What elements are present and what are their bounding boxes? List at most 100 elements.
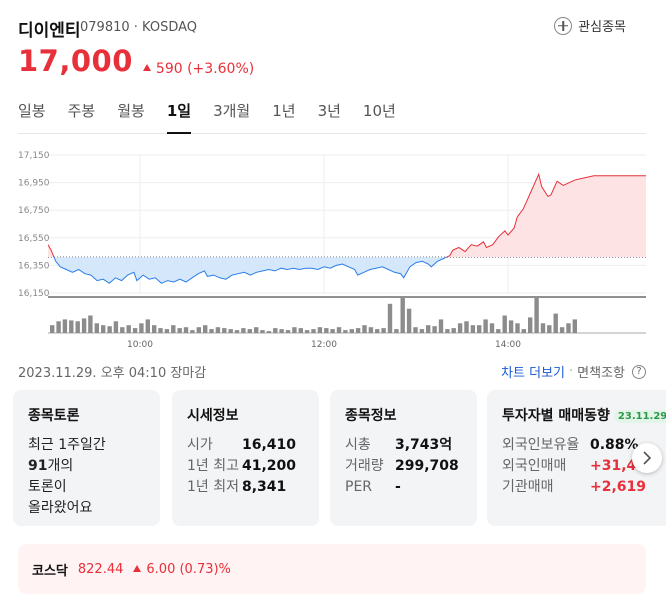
volume-bar bbox=[394, 329, 399, 333]
volume-bar bbox=[158, 328, 163, 333]
volume-bar bbox=[445, 329, 450, 333]
volume-bar bbox=[50, 325, 55, 333]
tab-4[interactable]: 3개월 bbox=[213, 102, 251, 120]
volume-bar bbox=[304, 330, 310, 333]
tab-2[interactable]: 월봉 bbox=[117, 102, 145, 120]
volume-bar bbox=[355, 328, 361, 333]
volume-bar bbox=[234, 330, 240, 333]
volume-bar bbox=[126, 325, 131, 333]
price-line-down bbox=[53, 257, 448, 284]
price-row: 17,000 590 (+3.60%) bbox=[18, 44, 254, 80]
discussion-card[interactable]: 종목토론 최근 1주일간 91개의 토론이 올라왔어요 bbox=[13, 390, 160, 526]
price-line-up bbox=[48, 172, 646, 258]
quote-value: 8,341 bbox=[242, 479, 287, 495]
volume-bar bbox=[190, 330, 195, 333]
chevron-right-icon bbox=[643, 451, 652, 465]
tab-6[interactable]: 3년 bbox=[317, 102, 341, 120]
volume-bar bbox=[464, 321, 469, 333]
period-tabs: 일봉 주봉 월봉 1일 3개월 1년 3년 10년 bbox=[18, 96, 646, 134]
x-tick-label: 10:00 bbox=[127, 340, 153, 350]
help-icon[interactable]: ? bbox=[632, 364, 646, 379]
investor-key: 외국인매매 bbox=[502, 458, 567, 474]
y-tick-label: 17,150 bbox=[18, 151, 50, 161]
volume-bar bbox=[196, 327, 201, 333]
info-value: 3,743억 bbox=[395, 437, 453, 453]
info-key: 시총 bbox=[345, 437, 371, 453]
info-row-volume: 거래량 299,708 bbox=[345, 456, 462, 477]
volume-bar bbox=[419, 329, 425, 333]
investor-row-foreign-trade: 외국인매매 +31,4 bbox=[502, 456, 662, 477]
tab-7[interactable]: 10년 bbox=[362, 102, 396, 120]
add-watchlist-button[interactable]: 관심종목 bbox=[554, 16, 626, 35]
volume-bar bbox=[254, 327, 259, 333]
investor-value: 0.88% bbox=[590, 437, 639, 453]
next-cards-button[interactable] bbox=[632, 443, 662, 473]
up-triangle-icon bbox=[142, 64, 151, 71]
volume-bar bbox=[381, 328, 386, 333]
quote-card[interactable]: 시세정보 시가 16,410 1년 최고 41,200 1년 최저 8,341 bbox=[172, 390, 319, 526]
volume-bar bbox=[343, 330, 348, 333]
volume-bar bbox=[438, 319, 444, 333]
investor-trend-title: 투자자별 매매동향 bbox=[502, 408, 610, 424]
volume-bar bbox=[496, 329, 501, 333]
volume-bar bbox=[324, 328, 329, 333]
kosdaq-index-bar[interactable]: 코스닥 822.44 6.00 (0.73)% bbox=[18, 544, 646, 594]
quote-row-low: 1년 최저 8,341 bbox=[187, 477, 304, 498]
index-change: 6.00 (0.73)% bbox=[133, 562, 231, 577]
quote-row-open: 시가 16,410 bbox=[187, 435, 304, 456]
volume-bar bbox=[101, 325, 106, 333]
stock-info-title: 종목정보 bbox=[345, 408, 397, 424]
volume-bar bbox=[559, 327, 565, 333]
up-triangle-icon bbox=[133, 564, 142, 572]
volume-bar bbox=[451, 328, 456, 333]
volume-bar bbox=[56, 321, 61, 333]
tab-5[interactable]: 1년 bbox=[272, 102, 296, 120]
volume-bar bbox=[528, 317, 533, 333]
info-value: 299,708 bbox=[395, 458, 459, 474]
volume-bar bbox=[502, 315, 507, 333]
quote-key: 1년 최고 bbox=[187, 458, 239, 474]
volume-bar bbox=[540, 323, 546, 333]
volume-bar bbox=[432, 326, 437, 333]
volume-bar bbox=[171, 325, 176, 333]
investor-key: 기관매매 bbox=[502, 479, 554, 495]
quote-row-high: 1년 최고 41,200 bbox=[187, 456, 304, 477]
volume-bar bbox=[228, 329, 233, 333]
volume-bar bbox=[292, 327, 297, 333]
volume-bar bbox=[508, 320, 514, 333]
tab-0[interactable]: 일봉 bbox=[18, 102, 46, 120]
investor-trend-title-row: 투자자별 매매동향 23.11.29. bbox=[502, 405, 666, 425]
tab-1[interactable]: 주봉 bbox=[67, 102, 96, 120]
chart-more-link[interactable]: 차트 더보기 bbox=[501, 366, 566, 381]
volume-bar bbox=[547, 325, 552, 333]
discussion-line4: 올라왔어요 bbox=[28, 500, 93, 516]
volume-bar bbox=[285, 330, 291, 333]
investor-date-badge: 23.11.29. bbox=[613, 409, 666, 423]
stock-info-card[interactable]: 종목정보 시총 3,743억 거래량 299,708 PER - bbox=[330, 390, 477, 526]
investor-value: +31,4 bbox=[590, 458, 637, 474]
plus-icon bbox=[554, 16, 573, 35]
volume-bar bbox=[470, 325, 476, 333]
volume-bar bbox=[406, 308, 412, 333]
y-tick-label: 16,950 bbox=[18, 179, 50, 189]
x-tick-label: 14:00 bbox=[495, 340, 521, 350]
disclaimer-link[interactable]: 면책조항 bbox=[577, 366, 625, 381]
tab-3[interactable]: 1일 bbox=[166, 96, 192, 134]
volume-bar bbox=[215, 327, 221, 333]
price-area-down bbox=[53, 257, 447, 284]
volume-bar bbox=[145, 319, 150, 333]
volume-bar bbox=[273, 328, 278, 333]
watchlist-label: 관심종목 bbox=[578, 20, 626, 35]
volume-bar bbox=[260, 330, 265, 333]
volume-bar bbox=[521, 329, 526, 333]
quote-title: 시세정보 bbox=[187, 408, 239, 424]
index-name: 코스닥 bbox=[32, 563, 68, 579]
y-tick-label: 16,350 bbox=[18, 261, 50, 271]
quote-key: 1년 최저 bbox=[187, 479, 239, 495]
volume-bar bbox=[88, 315, 93, 333]
info-row-marketcap: 시총 3,743억 bbox=[345, 435, 462, 456]
volume-bar bbox=[266, 331, 272, 333]
discussion-count: 91 bbox=[28, 458, 48, 474]
chart-footer: 2023.11.29. 오후 04:10 장마감 차트 더보기 · 면책조항 ? bbox=[18, 362, 646, 382]
volume-bar bbox=[534, 298, 539, 333]
